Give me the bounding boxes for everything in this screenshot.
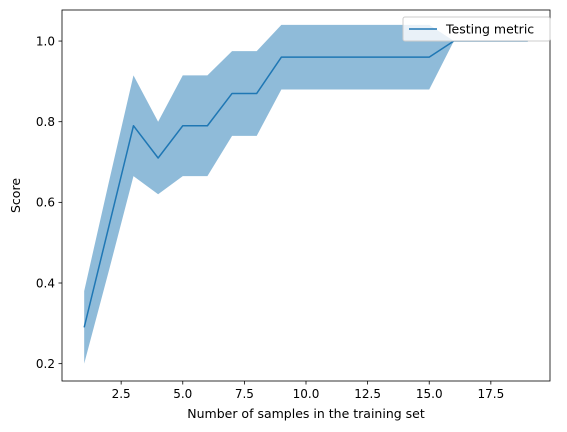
data-point — [181, 124, 185, 128]
data-point — [205, 124, 209, 128]
data-point — [230, 91, 234, 95]
x-tick-label: 10.0 — [293, 387, 320, 401]
y-tick-label: 1.0 — [36, 34, 55, 48]
data-point — [255, 91, 259, 95]
y-axis-label: Score — [8, 178, 23, 213]
legend-label: Testing metric — [445, 22, 534, 37]
data-point — [353, 55, 357, 59]
data-point — [304, 55, 308, 59]
data-point — [329, 55, 333, 59]
data-point — [156, 156, 160, 160]
data-point — [427, 55, 431, 59]
axes-layer: 2.5 5.0 7.5 10.0 12.5 15.0 17.5 0.2 0.4 0.6 0.8 1.0 — [36, 9, 551, 401]
data-point — [279, 55, 283, 59]
data-point — [403, 55, 407, 59]
y-tick-label: 0.4 — [36, 276, 55, 290]
y-tick-label: 0.8 — [36, 115, 55, 129]
y-tick-label: 0.6 — [36, 196, 55, 210]
x-tick-label: 17.5 — [477, 387, 504, 401]
x-axis-label: Number of samples in the training set — [187, 406, 425, 421]
confidence-band-0 — [84, 24, 528, 364]
y-tick-label: 0.2 — [36, 357, 55, 371]
x-tick-label: 12.5 — [354, 387, 381, 401]
legend-box — [402, 16, 551, 42]
data-point — [131, 124, 135, 128]
x-tick-label: 15.0 — [416, 387, 443, 401]
data-point — [82, 325, 86, 329]
data-point — [378, 55, 382, 59]
x-tick-label: 5.0 — [173, 387, 192, 401]
x-tick-label: 2.5 — [112, 387, 131, 401]
legend: Testing metric — [402, 16, 551, 42]
x-tick-label: 7.5 — [235, 387, 254, 401]
data-point — [107, 225, 111, 229]
